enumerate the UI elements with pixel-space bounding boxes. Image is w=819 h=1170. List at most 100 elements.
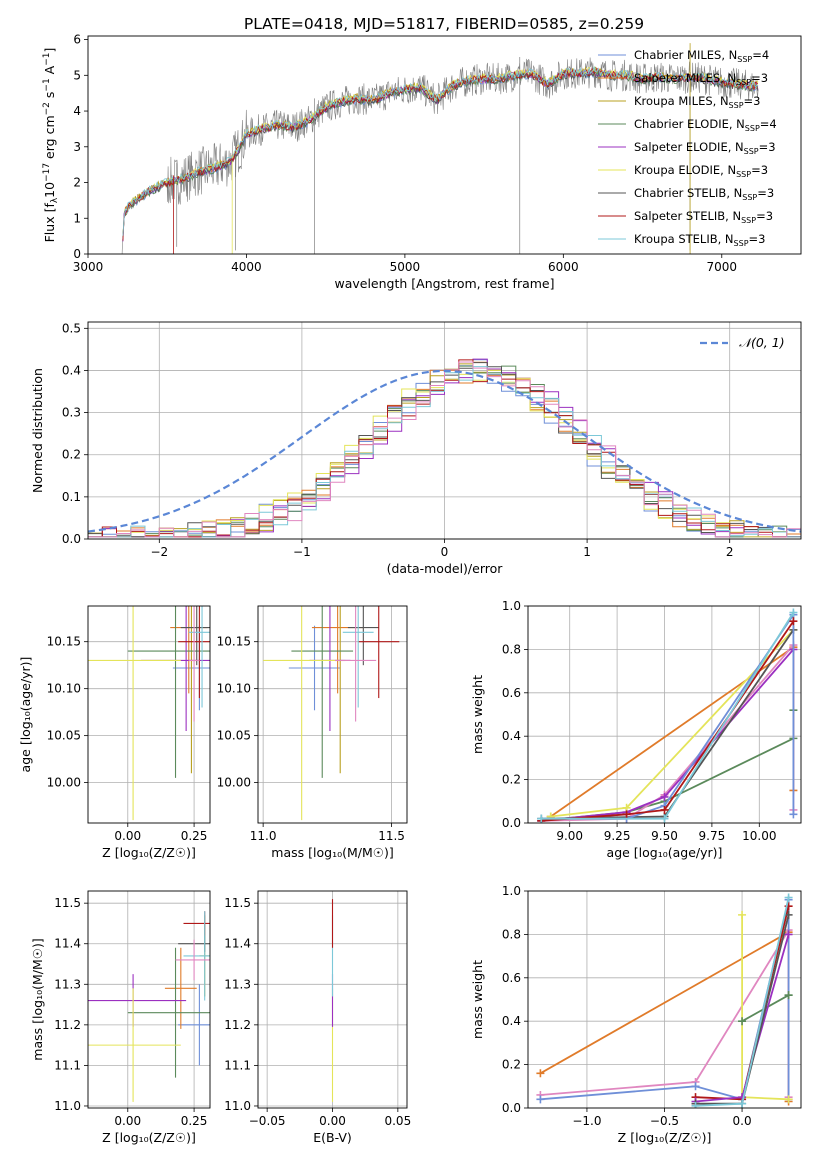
y-tick-label: 11.3 (224, 977, 251, 991)
x-axis-label: Z [log₁₀(Z/Z☉)] (102, 845, 196, 860)
y-tick-label: 0.4 (502, 729, 521, 743)
y-tick-label: 0.4 (62, 363, 81, 377)
y-tick-label: 1.0 (502, 884, 521, 898)
spectrum-lines (121, 43, 759, 254)
legend-sub: SSP (737, 55, 752, 64)
y-tick-label: 10.05 (47, 729, 81, 743)
series-marker-chabrier_elodie (784, 991, 793, 1000)
y-tick-label: 0.2 (502, 1058, 521, 1072)
y-axis-label-part: −17 (42, 163, 52, 182)
x-axis-label: Z [log₁₀(Z/Z☉)] (102, 1130, 196, 1145)
legend-text: Chabrier ELODIE, N (634, 117, 745, 131)
x-tick-label: −0.05 (249, 1114, 286, 1128)
mass-vs-z-panel: 0.00 0.25 11.0 11.1 11.2 11.3 11.4 11.5 Z [log₁₀… (30, 890, 211, 1145)
y-tick-label: 11.1 (224, 1058, 251, 1072)
legend-sub: SSP (729, 101, 744, 110)
series-marker-kroupa_stelib (660, 814, 669, 823)
axes-frame (87, 890, 211, 1109)
y-tick-label: 2 (73, 176, 81, 190)
series-marker-salpeter_stelib (789, 617, 798, 626)
mass-weight-vs-age-panel: 9.00 9.25 9.50 9.75 10.00 0.0 0.2 0.4 0.6 0.8 1.0 a… (470, 599, 802, 860)
y-tick-label: 0.2 (62, 448, 81, 462)
y-tick-label: 10.00 (217, 776, 251, 790)
x-tick-label: 4000 (231, 260, 262, 274)
y-tick-label: 11.0 (224, 1099, 251, 1113)
series-marker-kroupa_stelib (738, 1099, 747, 1108)
age-vs-z-points (88, 606, 210, 821)
y-tick-label: 0.8 (502, 927, 521, 941)
legend-text: =3 (751, 163, 768, 177)
x-tick-label: 0.0 (733, 1114, 752, 1128)
series-marker-chabrier_miles (789, 810, 798, 819)
y-tick-label: 11.2 (224, 1018, 251, 1032)
x-axis-label: (data-model)/error (387, 561, 504, 576)
legend-label-chabrier_miles: Chabrier MILES, NSSP=4 (634, 48, 769, 64)
y-tick-label: 4 (73, 104, 81, 118)
y-axis-label-part: −1 (42, 53, 52, 66)
x-tick-label: 7000 (707, 260, 738, 274)
series-marker-salpeter_elodie (660, 792, 669, 801)
y-axis-label-part: λ (50, 197, 60, 203)
y-axis-label: mass weight (470, 675, 485, 754)
x-tick-label: 0 (441, 545, 449, 559)
series-marker-kroupa_stelib (691, 1101, 700, 1108)
series-marker-chabrier_stelib (784, 910, 793, 919)
mass-weight-vs-z-panel: −1.0 −0.5 0.0 0.0 0.2 0.4 0.6 0.8 1.0 Z [log₁₀(Z/… (470, 884, 802, 1145)
y-tick-label: 11.0 (54, 1099, 81, 1113)
y-tick-label: 5 (73, 68, 81, 82)
y-tick-label: 3 (73, 140, 81, 154)
legend-label-chabrier_stelib: Chabrier STELIB, NSSP=3 (634, 186, 774, 202)
x-tick-label: 11.5 (378, 829, 405, 843)
legend-text: Kroupa STELIB, N (634, 232, 734, 246)
y-tick-label: 10.10 (47, 682, 81, 696)
x-tick-label: 9.00 (556, 829, 583, 843)
legend-text: Chabrier STELIB, N (634, 186, 742, 200)
legend-text: =3 (759, 140, 776, 154)
legend-sub: SSP (736, 78, 751, 87)
x-tick-label: 10.00 (742, 829, 776, 843)
legend-label-salpeter_stelib: Salpeter STELIB, NSSP=3 (634, 209, 773, 225)
y-tick-label: 11.5 (54, 896, 81, 910)
series-marker-chabrier_elodie (738, 1017, 747, 1026)
histogram-pink (88, 361, 801, 538)
y-tick-label: 11.2 (54, 1018, 81, 1032)
series-marker-salpeter_stelib (622, 810, 631, 819)
series-marker-kroupa_stelib (789, 608, 798, 617)
mass-vs-z-points (88, 911, 210, 1102)
x-axis-label: mass [log₁₀(M/M☉)] (271, 845, 393, 860)
y-tick-label: 0.0 (502, 1101, 521, 1115)
legend-text: Salpeter ELODIE, N (634, 140, 744, 154)
legend-label-salpeter_elodie: Salpeter ELODIE, NSSP=3 (634, 140, 776, 156)
x-axis-label: age [log₁₀(age/yr)] (607, 845, 723, 860)
legend-text: Salpeter MILES, N (634, 71, 736, 85)
axes-frame (87, 605, 211, 824)
x-tick-label: 0.00 (319, 1114, 346, 1128)
series-marker-kroupa_stelib (784, 893, 793, 902)
y-tick-label: 0.3 (62, 406, 81, 420)
axes-frame (87, 35, 802, 255)
y-tick-label: 1 (73, 211, 81, 225)
y-tick-label: 0.5 (62, 321, 81, 335)
series-marker-salpeter_miles (536, 1069, 545, 1078)
legend-sub: SSP (744, 147, 759, 156)
series-marker-kroupa_stelib (537, 814, 546, 823)
series-marker-chabrier_miles (691, 1082, 700, 1091)
gaussian-curve (88, 369, 801, 533)
y-axis-label-part: −1 (42, 78, 52, 91)
age-vs-z-panel: 0.00 0.25 10.00 10.05 10.10 10.15 Z [log₁₀(Z/Z… (18, 605, 211, 860)
legend-sub: SSP (734, 239, 749, 248)
y-tick-label: 10.00 (47, 776, 81, 790)
y-tick-label: 0 (73, 247, 81, 261)
y-axis-label-part: 10 (42, 182, 57, 198)
y-tick-label: 0.0 (62, 532, 81, 546)
legend-text: =4 (752, 48, 769, 62)
x-tick-label: 6000 (548, 260, 579, 274)
y-axis-label-part: −2 (42, 102, 52, 115)
legend-label-kroupa_miles: Kroupa MILES, NSSP=3 (634, 94, 760, 110)
x-tick-label: −2 (150, 545, 168, 559)
x-tick-label: 9.75 (699, 829, 726, 843)
legend-text: =3 (744, 94, 761, 108)
x-tick-label: 9.50 (651, 829, 678, 843)
x-axis-label: wavelength [Angstrom, rest frame] (334, 276, 554, 291)
